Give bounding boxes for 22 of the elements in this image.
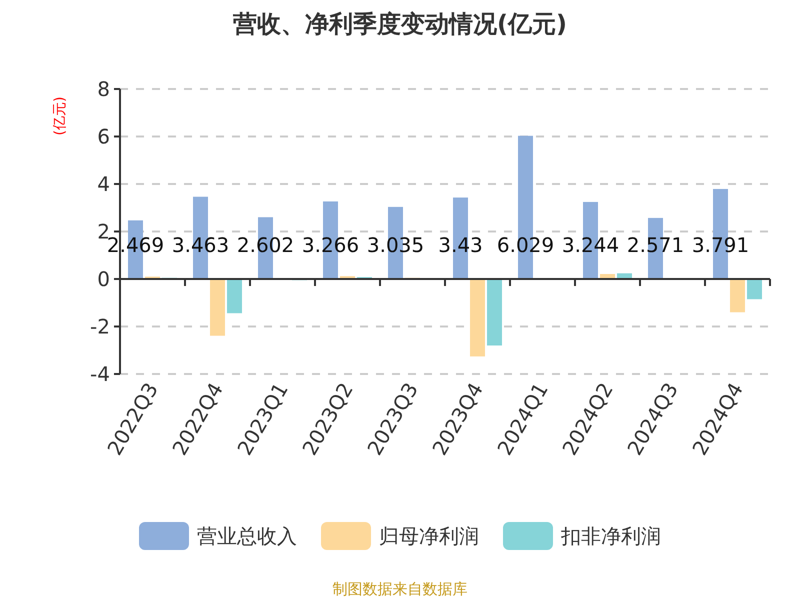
legend-label: 归母净利润 [379, 524, 479, 548]
y-tick-label: -4 [90, 362, 110, 386]
y-tick-label: 0 [97, 267, 110, 291]
data-label: 3.244 [562, 233, 620, 257]
data-label: 3.463 [172, 233, 230, 257]
y-tick-label: 8 [97, 77, 110, 101]
data-label: 2.571 [626, 233, 684, 257]
data-label: 3.035 [366, 233, 424, 257]
y-tick-label: 4 [97, 172, 110, 196]
y-tick-label: 6 [97, 124, 110, 148]
data-label: 3.791 [692, 233, 750, 257]
y-tick-label: -2 [90, 314, 110, 338]
data-label: 3.43 [438, 233, 483, 257]
chart-title: 营收、净利季度变动情况(亿元) [232, 10, 567, 38]
legend-label: 营业总收入 [197, 524, 297, 548]
y-axis-title: (亿元) [52, 96, 68, 136]
y-tick-label: 2 [97, 220, 110, 244]
legend-label: 扣非净利润 [560, 524, 661, 548]
text: 制图数据来自数据库 [332, 580, 468, 598]
data-label: 3.266 [302, 233, 360, 257]
data-label: 2.602 [236, 233, 294, 257]
data-label: 6.029 [496, 233, 554, 257]
